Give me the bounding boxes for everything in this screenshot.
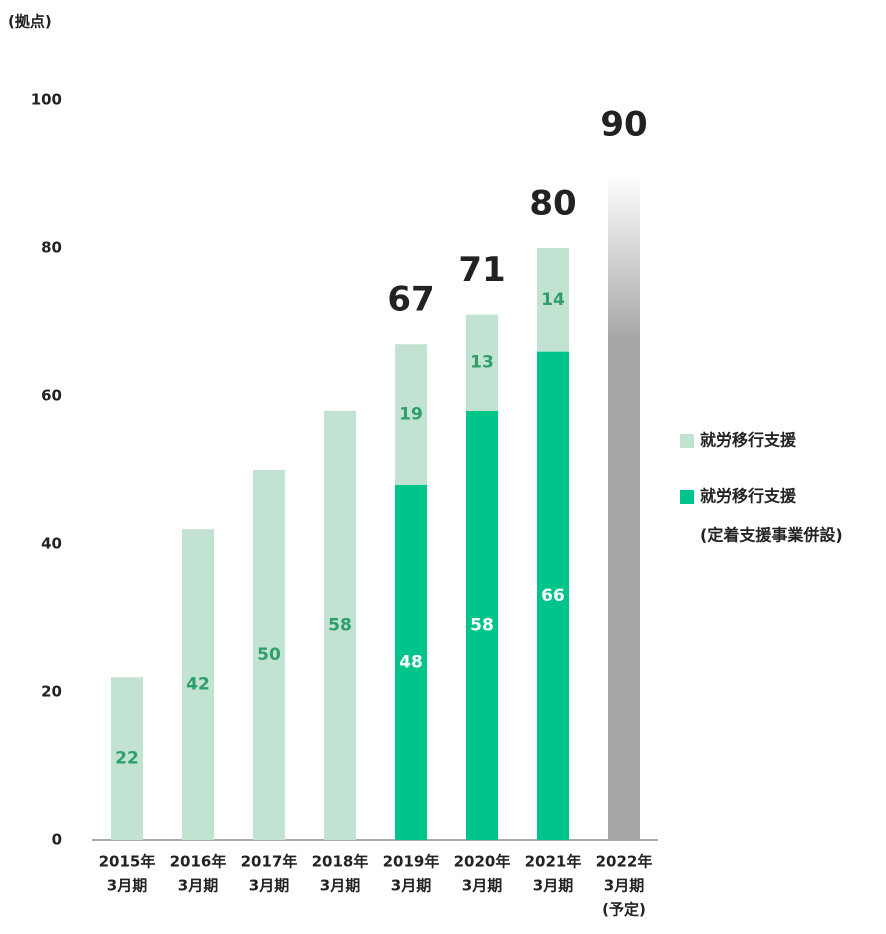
- x-tick-label: (予定): [602, 901, 646, 919]
- x-tick-label: 2021年: [525, 853, 582, 871]
- legend-swatch: [680, 490, 694, 504]
- bar: [111, 677, 143, 840]
- bar: [537, 248, 569, 352]
- x-tick-label: 2019年: [383, 853, 440, 871]
- total-label: 67: [387, 280, 434, 320]
- x-tick-label: 3月期: [462, 877, 502, 895]
- y-tick-label: 20: [41, 683, 62, 701]
- bar: [395, 344, 427, 485]
- x-tick-label: 2016年: [170, 853, 227, 871]
- y-unit: (拠点): [8, 13, 52, 31]
- x-tick-label: 2020年: [454, 853, 511, 871]
- legend-label: (定着支援事業併設): [700, 526, 843, 545]
- bar: [537, 351, 569, 840]
- total-label: 80: [529, 184, 576, 224]
- value-label: 58: [328, 615, 352, 635]
- legend-swatch: [680, 434, 694, 448]
- value-label: 42: [186, 675, 210, 695]
- bar: [253, 470, 285, 840]
- x-tick-label: 2018年: [312, 853, 369, 871]
- x-tick-label: 2017年: [241, 853, 298, 871]
- y-tick-label: 100: [31, 91, 62, 109]
- value-label: 58: [470, 615, 494, 635]
- y-tick-label: 0: [52, 831, 62, 849]
- bar: [182, 529, 214, 840]
- bar: [466, 410, 498, 840]
- x-tick-label: 2022年: [596, 853, 653, 871]
- value-label: 48: [399, 652, 423, 672]
- legend-label: 就労移行支援: [700, 487, 797, 506]
- bar: [608, 174, 640, 840]
- value-label: 14: [541, 290, 565, 310]
- x-tick-label: 3月期: [249, 877, 289, 895]
- y-tick-label: 60: [41, 387, 62, 405]
- value-label: 50: [257, 645, 281, 665]
- legend-label: 就労移行支援: [700, 431, 797, 450]
- x-tick-label: 3月期: [604, 877, 644, 895]
- x-tick-label: 3月期: [533, 877, 573, 895]
- x-tick-label: 3月期: [320, 877, 360, 895]
- bar: [324, 410, 356, 840]
- x-tick-label: 3月期: [178, 877, 218, 895]
- x-tick-label: 2015年: [99, 853, 156, 871]
- bar: [395, 484, 427, 840]
- value-label: 13: [470, 353, 494, 373]
- bar: [466, 314, 498, 411]
- x-tick-label: 3月期: [391, 877, 431, 895]
- y-tick-label: 40: [41, 535, 62, 553]
- total-label: 71: [458, 250, 505, 290]
- value-label: 66: [541, 586, 565, 606]
- x-tick-label: 3月期: [107, 877, 147, 895]
- total-label: 90: [600, 105, 647, 145]
- y-tick-label: 80: [41, 239, 62, 257]
- value-label: 22: [115, 749, 139, 769]
- value-label: 19: [399, 405, 423, 425]
